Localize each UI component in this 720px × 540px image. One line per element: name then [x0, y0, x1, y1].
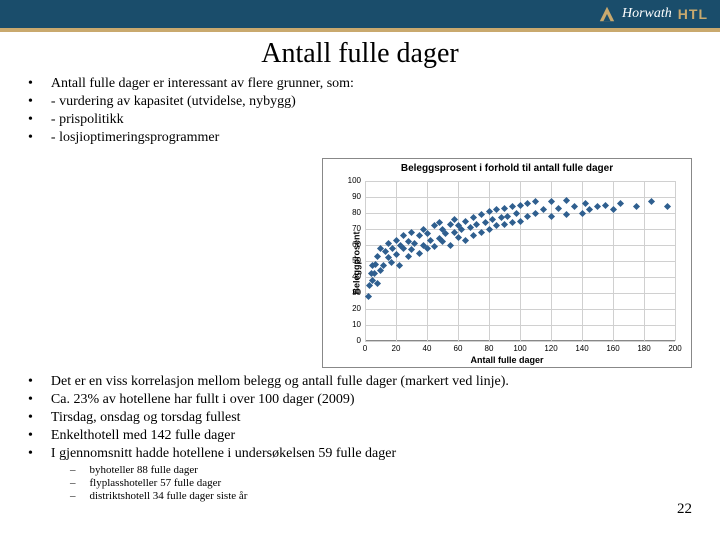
page-number: 22 — [677, 501, 692, 518]
horwath-logo-icon — [598, 5, 616, 23]
chart-xtick: 80 — [485, 344, 494, 353]
bullet-item: Enkelthotell med 142 fulle dager — [24, 428, 696, 444]
header-bar: Horwath HTL — [0, 0, 720, 28]
chart-ytick: 40 — [347, 272, 361, 281]
bullet-item: Ca. 23% av hotellene har fullt i over 10… — [24, 392, 696, 408]
chart-xtick: 200 — [668, 344, 681, 353]
logo-text-htl: HTL — [678, 6, 708, 22]
chart-ytick: 70 — [347, 224, 361, 233]
chart-gridline-v — [427, 181, 428, 341]
logo: Horwath HTL — [598, 5, 708, 23]
chart-gridline-h — [365, 341, 675, 342]
chart-ytick: 100 — [347, 176, 361, 185]
second-block: Det er en viss korrelasjon mellom belegg… — [24, 374, 696, 502]
chart-xtick: 0 — [363, 344, 367, 353]
chart-xtick: 120 — [544, 344, 557, 353]
logo-text-horwath: Horwath — [622, 6, 672, 22]
chart-xtick: 40 — [423, 344, 432, 353]
chart-gridline-v — [458, 181, 459, 341]
chart-ytick: 0 — [347, 336, 361, 345]
chart-gridline-v — [644, 181, 645, 341]
bullet-item: - vurdering av kapasitet (utvidelse, nyb… — [24, 94, 696, 110]
sub-bullet-item: flyplasshoteller 57 fulle dager — [70, 477, 696, 489]
chart-ytick: 10 — [347, 320, 361, 329]
page-title: Antall fulle dager — [0, 38, 720, 70]
chart-xtick: 160 — [606, 344, 619, 353]
sub-bullet-item: byhoteller 88 fulle dager — [70, 464, 696, 476]
chart-gridline-v — [396, 181, 397, 341]
chart-title: Beleggsprosent i forhold til antall full… — [323, 163, 691, 174]
chart-ytick: 80 — [347, 208, 361, 217]
bullet-item: I gjennomsnitt hadde hotellene i undersø… — [24, 446, 696, 462]
bullet-item: - losjioptimeringsprogrammer — [24, 130, 696, 146]
chart-ytick: 50 — [347, 256, 361, 265]
chart-xlabel: Antall fulle dager — [470, 355, 543, 365]
bullet-list-top: Antall fulle dager er interessant av fle… — [24, 76, 696, 146]
bullet-item: Antall fulle dager er interessant av fle… — [24, 76, 696, 92]
chart-ytick: 90 — [347, 192, 361, 201]
header-accent-line — [0, 28, 720, 32]
chart-ytick: 30 — [347, 288, 361, 297]
scatter-chart: Beleggsprosent i forhold til antall full… — [322, 158, 692, 368]
chart-xtick: 140 — [575, 344, 588, 353]
sub-bullet-list: byhoteller 88 fulle dager flyplasshotell… — [70, 464, 696, 502]
chart-xtick: 180 — [637, 344, 650, 353]
chart-gridline-v — [365, 181, 366, 341]
chart-xtick: 100 — [513, 344, 526, 353]
sub-bullet-item: distriktshotell 34 fulle dager siste år — [70, 490, 696, 502]
chart-ytick: 20 — [347, 304, 361, 313]
bullet-item: - prispolitikk — [24, 112, 696, 128]
chart-xtick: 20 — [392, 344, 401, 353]
bullet-item: Det er en viss korrelasjon mellom belegg… — [24, 374, 696, 390]
bullet-item: Tirsdag, onsdag og torsdag fullest — [24, 410, 696, 426]
chart-ytick: 60 — [347, 240, 361, 249]
chart-gridline-v — [489, 181, 490, 341]
chart-xtick: 60 — [454, 344, 463, 353]
content-area: Antall fulle dager er interessant av fle… — [0, 76, 720, 502]
chart-gridline-v — [675, 181, 676, 341]
bullet-list-bottom: Det er en viss korrelasjon mellom belegg… — [24, 374, 696, 462]
